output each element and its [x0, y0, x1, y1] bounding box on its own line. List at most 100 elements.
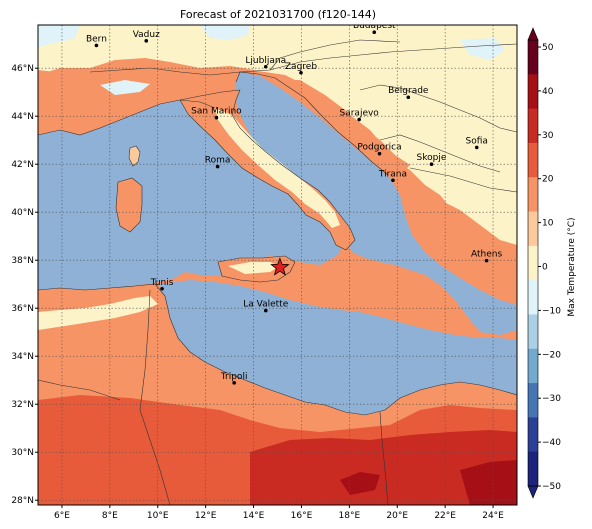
city-dot — [429, 162, 434, 166]
city-dot — [94, 43, 99, 48]
city-label: Budapest — [353, 21, 396, 31]
city-dot — [406, 95, 411, 100]
lat-tick-label: 42°N — [11, 160, 34, 170]
colorbar-segment — [528, 108, 538, 144]
city-label: Tripoli — [220, 372, 248, 382]
colorbar-upper-extend — [527, 27, 539, 41]
sahara-extreme-zone — [340, 460, 517, 505]
city-dot — [232, 381, 236, 385]
colorbar-segment — [528, 417, 538, 453]
lat-tick-label: 38°N — [11, 256, 34, 266]
map-title: Forecast of 2021031700 (f120-144) — [179, 8, 377, 21]
colorbar-segment — [528, 142, 538, 178]
city-label: Tunis — [150, 278, 174, 288]
corsica-island — [129, 146, 140, 166]
city-dot — [357, 117, 361, 122]
colorbar-segment — [528, 348, 538, 384]
lon-tick-label: 16°E — [291, 511, 313, 521]
city-label: Tirana — [378, 169, 407, 179]
lon-tick-label: 12°E — [195, 511, 217, 521]
city-label: Zagreb — [285, 62, 317, 72]
colorbar-tick-label: 10 — [542, 219, 554, 229]
city-dot — [214, 115, 219, 120]
sahara-very-hot-zone — [250, 430, 517, 505]
colorbar-tick-label: 40 — [542, 87, 554, 97]
city-label: Belgrade — [388, 86, 429, 96]
map-frame — [37, 24, 518, 506]
colorbar-tick-label: −10 — [542, 306, 561, 316]
city-label: Sofia — [466, 136, 488, 146]
lat-tick-label: 46°N — [11, 64, 34, 74]
lon-tick-label: 22°E — [434, 511, 456, 521]
greece-band — [398, 175, 517, 320]
gridlines — [38, 25, 517, 505]
lon-tick-label: 10°E — [147, 511, 169, 521]
city-label: Athens — [471, 250, 502, 260]
italy-cool-core — [215, 108, 340, 228]
tunisia-cool-band — [38, 296, 158, 330]
longitude-ticks: 6°E 8°E 10°E 12°E 14°E 16°E 18°E 20°E 22°E 24°E — [54, 505, 504, 521]
lat-tick-label: 44°N — [11, 112, 34, 122]
latitude-ticks: 46°N 44°N 42°N 40°N 38°N 36°N 34°N 32°N 30°N 28°N — [11, 64, 38, 506]
city-dot — [160, 286, 164, 291]
colorbar-tick-label: −20 — [542, 350, 561, 360]
city-dot — [299, 70, 303, 75]
colorbar-segment — [528, 314, 538, 350]
city-dot — [484, 258, 489, 263]
lat-tick-label: 28°N — [11, 496, 34, 506]
lon-tick-label: 24°E — [482, 511, 504, 521]
cold-patch-east — [460, 38, 505, 60]
colorbar-segment — [528, 40, 538, 75]
colorbar-tick-label: −40 — [542, 438, 561, 448]
balkan-coast-band — [270, 80, 410, 175]
city-label: Vaduz — [133, 30, 160, 40]
colorbar-frame — [527, 39, 539, 487]
city-label: Roma — [205, 156, 231, 166]
colorbar-tick-label: 20 — [542, 175, 554, 185]
colorbar-label: Max Temperature (°C) — [567, 217, 577, 316]
lon-tick-label: 14°E — [243, 511, 265, 521]
city-dot — [391, 178, 395, 183]
colorbar-segment — [528, 383, 538, 418]
city-label: Ljubljana — [245, 56, 286, 66]
cold-patch-west — [38, 25, 80, 48]
sardinia-island — [116, 178, 142, 232]
country-borders — [38, 39, 517, 505]
lon-tick-label: 8°E — [102, 511, 118, 521]
lat-tick-label: 36°N — [11, 304, 34, 314]
star-marker — [270, 257, 290, 276]
colorbar-segment — [528, 451, 538, 487]
colorbar-segment — [528, 280, 538, 315]
lon-tick-label: 6°E — [54, 511, 70, 521]
colorbar-tick-label: −50 — [542, 482, 561, 492]
sicily-cool — [228, 262, 280, 274]
colorbar-tick-label: 50 — [542, 43, 554, 53]
cold-patch-alps — [100, 80, 150, 95]
colorbar-tick-label: −30 — [542, 394, 561, 404]
city-dot — [215, 164, 220, 169]
city-label: Bern — [86, 34, 107, 44]
colorbar-segment — [528, 211, 538, 247]
colorbar-segment — [528, 177, 538, 213]
city-label: Skopje — [417, 153, 447, 163]
lon-tick-label: 20°E — [386, 511, 408, 521]
lat-tick-label: 32°N — [11, 400, 34, 410]
city-label: La Valette — [243, 300, 288, 310]
city-dot — [144, 39, 149, 43]
city-dot — [263, 64, 268, 69]
city-dot — [263, 308, 268, 313]
colorbar-segment — [528, 245, 538, 281]
city-label: Sarajevo — [340, 109, 380, 119]
city-label: Podgorica — [357, 143, 401, 153]
colorbar-lower-extend — [527, 485, 539, 499]
city-dot — [377, 151, 382, 156]
colorbar: 50 40 30 20 10 0 −10 −20 −30 −40 −50 Max Temperatur… — [527, 27, 577, 499]
lat-tick-label: 30°N — [11, 448, 34, 458]
colorbar-tick-label: 0 — [542, 263, 548, 273]
star-icon — [270, 257, 290, 276]
lat-tick-label: 34°N — [11, 352, 34, 362]
city-dot — [474, 145, 479, 150]
colorbar-segment — [528, 74, 538, 110]
colorbar-tick-label: 30 — [542, 131, 554, 141]
